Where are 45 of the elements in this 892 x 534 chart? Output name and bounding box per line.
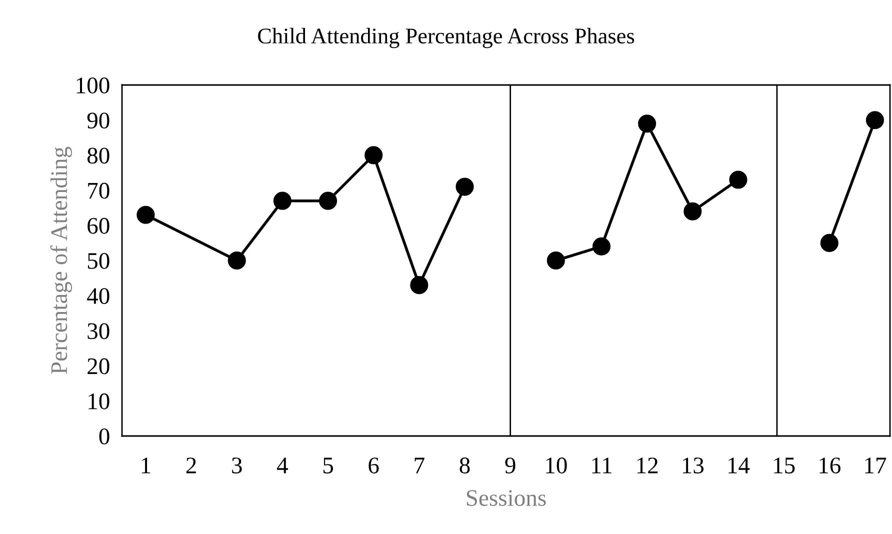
point <box>866 111 884 130</box>
x-tick-label: 8 <box>460 458 470 474</box>
point <box>228 251 246 270</box>
x-tick-label: 16 <box>820 458 840 474</box>
point <box>592 237 611 256</box>
x-tick-label: 13 <box>682 458 704 474</box>
y-tick-label: 20 <box>88 358 110 374</box>
x-tick-label: 9 <box>505 458 516 474</box>
x-tick-label: 4 <box>276 458 288 474</box>
chart-title: Child Attending Percentage Across Phases <box>258 28 634 48</box>
y-tick-label: 60 <box>88 218 110 234</box>
point <box>273 192 292 210</box>
y-tick-label: 100 <box>76 77 110 94</box>
point <box>729 170 748 189</box>
x-tick-label: 5 <box>323 458 333 474</box>
point <box>364 146 383 164</box>
x-tick-label: 10 <box>546 458 567 474</box>
x-tick-label: 7 <box>414 458 424 474</box>
x-tick-label: 12 <box>637 458 658 474</box>
x-tick-label: 17 <box>865 458 886 474</box>
y-tick-label: 10 <box>88 393 110 410</box>
y-tick-label: 70 <box>88 182 110 199</box>
point <box>136 206 155 224</box>
x-tick-label: 2 <box>186 458 196 474</box>
point <box>684 202 702 220</box>
point <box>546 251 565 270</box>
x-axis-title: Sessions <box>466 490 546 506</box>
x-tick-label: 14 <box>728 458 750 474</box>
y-tick-label: 90 <box>87 112 110 129</box>
x-tick-label: 1 <box>142 458 150 474</box>
y-tick-label: 0 <box>99 428 110 444</box>
y-tick-label: 40 <box>87 288 110 304</box>
point <box>638 114 656 133</box>
point <box>318 192 338 210</box>
point <box>820 234 838 252</box>
x-tick-label: 3 <box>232 458 242 474</box>
y-tick-label: 30 <box>88 323 110 340</box>
y-axis-title: Percentage of Attending <box>50 146 72 374</box>
x-tick-label: 15 <box>774 458 795 474</box>
y-tick-label: 50 <box>88 252 110 269</box>
y-tick-label: 80 <box>87 148 110 164</box>
x-tick-label: 11 <box>592 458 612 474</box>
point <box>456 178 474 196</box>
point <box>410 276 428 294</box>
x-tick-label: 6 <box>368 458 379 474</box>
